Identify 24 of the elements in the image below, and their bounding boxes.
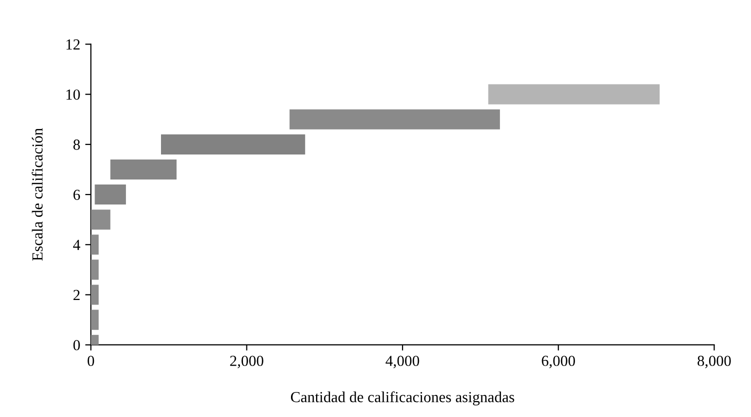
bar (90, 310, 99, 330)
y-tick-label: 6 (73, 190, 80, 200)
x-tick-label: 0 (88, 356, 94, 366)
y-axis-title: Escala de calificación (32, 128, 43, 261)
x-tick-label: 6,000 (542, 356, 575, 368)
bar (94, 184, 126, 205)
bar (90, 210, 110, 230)
bar (290, 109, 500, 130)
bar (160, 134, 306, 154)
bar (90, 234, 99, 255)
bar (110, 159, 177, 180)
y-tick-label: 4 (73, 240, 80, 250)
x-tick-label: 2,000 (230, 356, 264, 368)
y-tick-label: 10 (66, 89, 80, 100)
x-tick-label: 8,000 (698, 356, 731, 368)
bar (90, 260, 99, 280)
bar (488, 84, 660, 104)
x-axis-title: Cantidad de calificaciones asignadas (290, 391, 514, 406)
y-tick-label: 0 (73, 340, 80, 350)
y-tick-label: 12 (66, 39, 80, 50)
y-tick-label: 8 (73, 140, 80, 150)
x-tick-label: 4,000 (386, 356, 420, 368)
y-tick-label: 2 (73, 290, 80, 300)
bar (90, 284, 99, 305)
